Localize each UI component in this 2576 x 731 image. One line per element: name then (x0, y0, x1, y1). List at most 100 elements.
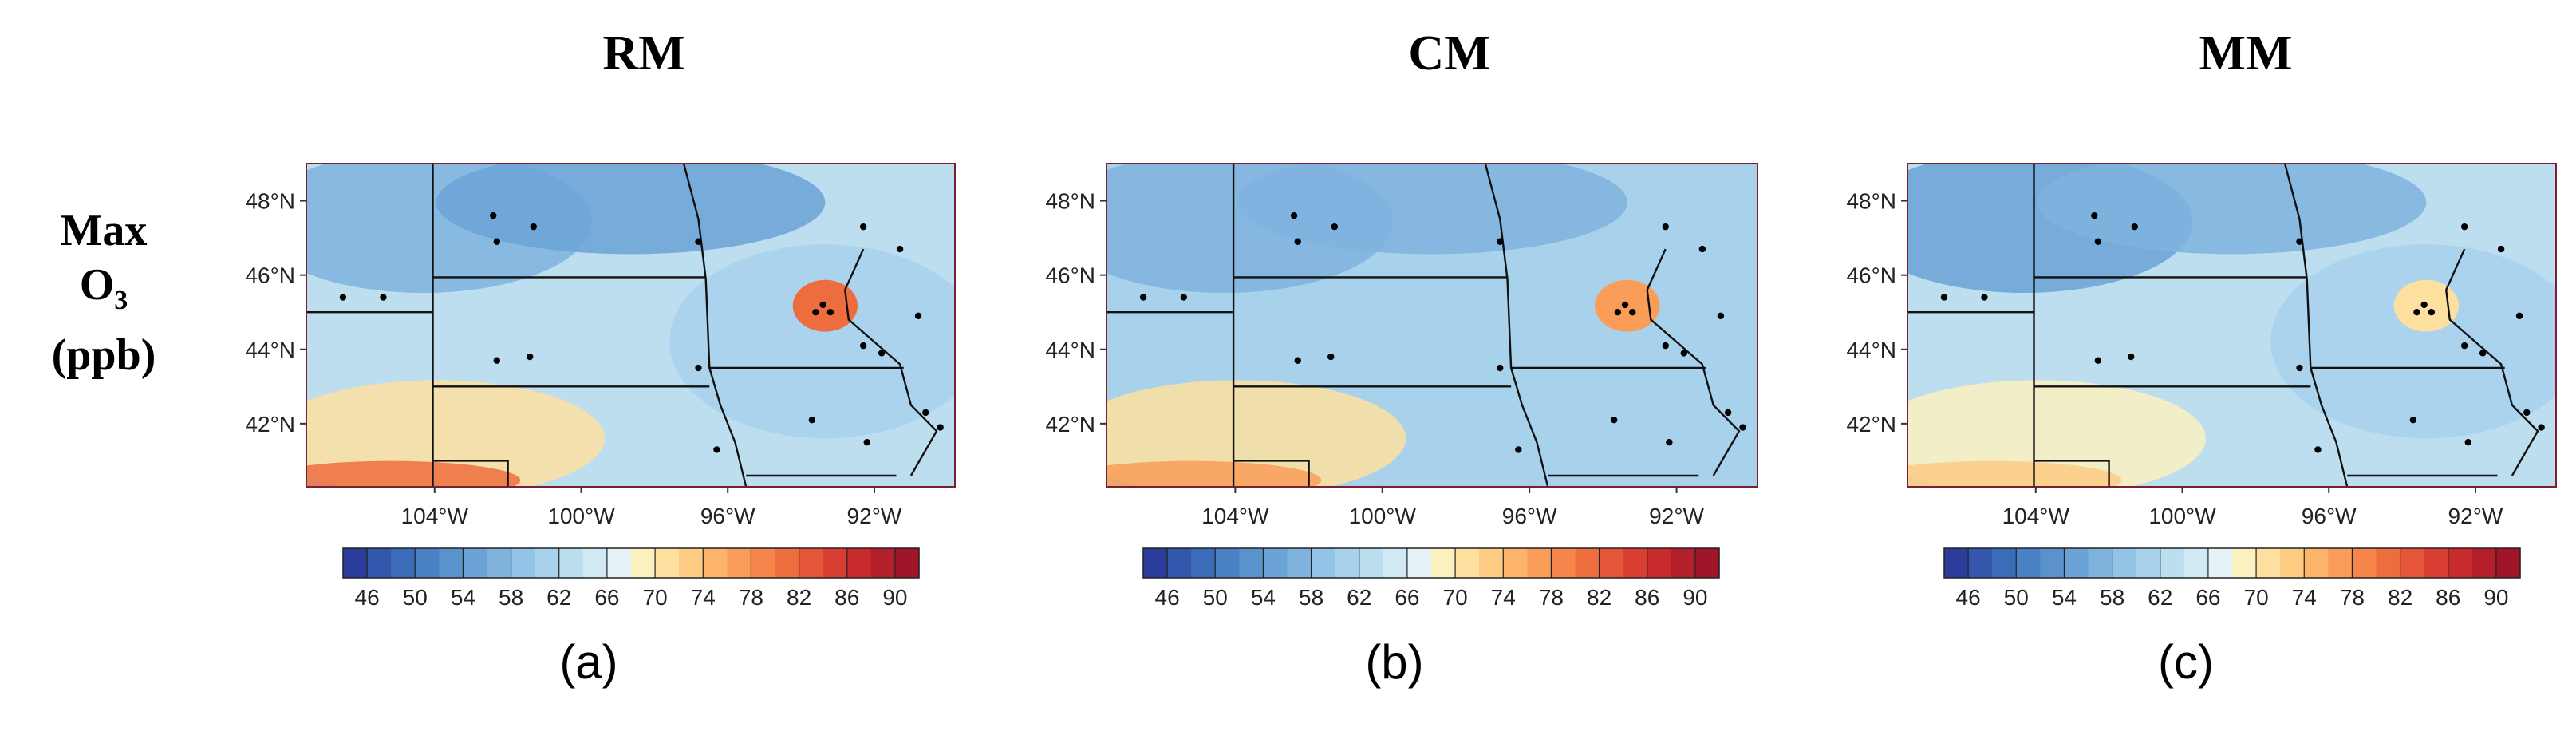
colorbar-swatch (1694, 548, 1720, 578)
map-field-rm (306, 164, 955, 487)
panel-sub-b: (b) (1365, 635, 1424, 689)
colorbar-swatch (2495, 548, 2521, 578)
colorbar-swatch (2328, 548, 2353, 578)
colorbar-swatch (1992, 548, 2017, 578)
station-point (2464, 438, 2471, 446)
colorbar-swatch (1167, 548, 1192, 578)
station-point (2296, 364, 2303, 372)
map-frame (1106, 163, 1758, 488)
row-label-line2: O3 (24, 258, 183, 328)
station-point (2420, 301, 2428, 309)
colorbar-swatch (1359, 548, 1384, 578)
colorbar-swatch (2280, 548, 2305, 578)
colorbar-swatch (2352, 548, 2377, 578)
colorbar-tick-label: 70 (1443, 585, 1468, 610)
colorbar-tick-label: 78 (2340, 585, 2365, 610)
station-point (1662, 223, 1669, 231)
colorbar-tick-label: 58 (2100, 585, 2124, 610)
station-point (526, 353, 534, 361)
station-point (896, 245, 904, 253)
station-point (2523, 409, 2531, 417)
row-label-o: O (79, 260, 115, 310)
lon-tick-label: 92°W (2448, 504, 2503, 528)
colorbar-swatch (846, 548, 872, 578)
colorbar-swatch (2400, 548, 2425, 578)
state-boundary (1646, 248, 1741, 476)
station-point (914, 312, 922, 320)
colorbar-swatch (2471, 548, 2497, 578)
colorbar-swatch (2160, 548, 2185, 578)
station-point (878, 350, 886, 357)
station-point (1327, 353, 1335, 361)
station-point (1139, 294, 1147, 301)
colorbar-swatch (2064, 548, 2089, 578)
row-label-subscript: 3 (114, 286, 128, 316)
station-point (493, 357, 501, 364)
colorbar-swatch (1239, 548, 1264, 578)
colorbar-swatch (463, 548, 488, 578)
colorbar-swatch (2376, 548, 2401, 578)
colorbar-swatch (2136, 548, 2161, 578)
station-point (1290, 211, 1298, 219)
station-point (2131, 223, 2138, 231)
colorbar-tick-label: 86 (1635, 585, 1659, 610)
station-point (808, 417, 816, 424)
field-east (1471, 244, 1757, 439)
lon-tick-label: 104°W (2002, 504, 2070, 528)
colorbar-swatch (535, 548, 560, 578)
colorbar-tick-label: 70 (2244, 585, 2269, 610)
station-point (1981, 294, 1988, 301)
state-boundary (2444, 248, 2539, 476)
station-point (1294, 357, 1301, 364)
field-east (2270, 244, 2556, 439)
colorbar-tick-label: 66 (2195, 585, 2220, 610)
station-point (1611, 417, 1618, 424)
colorbar-swatch (1287, 548, 1312, 578)
lon-tick-label: 96°W (2302, 504, 2357, 528)
lon-tick-label: 104°W (1201, 504, 1269, 528)
station-point (2460, 342, 2468, 350)
lat-tick-label: 44°N (1846, 338, 1896, 362)
colorbar-swatch (1647, 548, 1672, 578)
station-point (2428, 309, 2436, 316)
colorbar-tick-label: 58 (499, 585, 523, 610)
colorbar-tick-label: 50 (403, 585, 428, 610)
lat-tick-label: 42°N (1846, 412, 1896, 437)
station-point (2094, 357, 2102, 364)
station-point (1621, 301, 1629, 309)
field-southwest (1107, 380, 1406, 487)
colorbar-swatch (727, 548, 752, 578)
colorbar-swatch (1431, 548, 1456, 578)
station-point (2497, 245, 2505, 253)
colorbar-tick-label: 86 (2436, 585, 2460, 610)
colorbar-swatch (415, 548, 440, 578)
station-point (1497, 238, 1504, 245)
panel-title-rm: RM (602, 26, 685, 81)
colorbar-swatch (1551, 548, 1576, 578)
field-north-central (2037, 164, 2427, 255)
row-label: Max O3 (ppb) (24, 203, 183, 382)
colorbar-swatch (582, 548, 608, 578)
station-point (2296, 238, 2303, 245)
colorbar-swatch (679, 548, 704, 578)
colorbar-tick-label: 82 (2388, 585, 2412, 610)
lat-tick-label: 48°N (1045, 189, 1095, 214)
field-north-central (436, 164, 826, 255)
colorbar-frame (1142, 547, 1720, 579)
station-point (863, 438, 870, 446)
station-point (695, 238, 702, 245)
colorbar-swatch (870, 548, 896, 578)
lon-tick-label: 104°W (401, 504, 469, 528)
map-field-mm (1907, 164, 2556, 487)
station-point (530, 223, 537, 231)
colorbar-swatch (1455, 548, 1480, 578)
station-point (2314, 446, 2322, 453)
lat-tick-label: 46°N (1846, 263, 1896, 288)
colorbar-swatch (1406, 548, 1432, 578)
colorbar-tick-label: 82 (1587, 585, 1611, 610)
lon-tick-label: 92°W (1649, 504, 1704, 528)
colorbar-tick-label: 50 (2004, 585, 2029, 610)
colorbar-swatch (655, 548, 680, 578)
colorbar-swatch (2207, 548, 2233, 578)
